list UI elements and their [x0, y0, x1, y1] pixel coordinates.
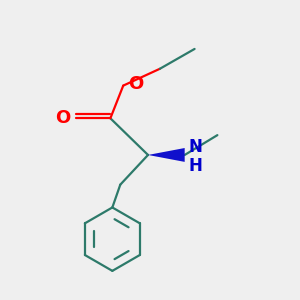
Text: O: O: [128, 75, 144, 93]
Polygon shape: [148, 148, 185, 162]
Text: O: O: [55, 109, 70, 127]
Text: N: N: [189, 138, 202, 156]
Text: H: H: [189, 157, 202, 175]
